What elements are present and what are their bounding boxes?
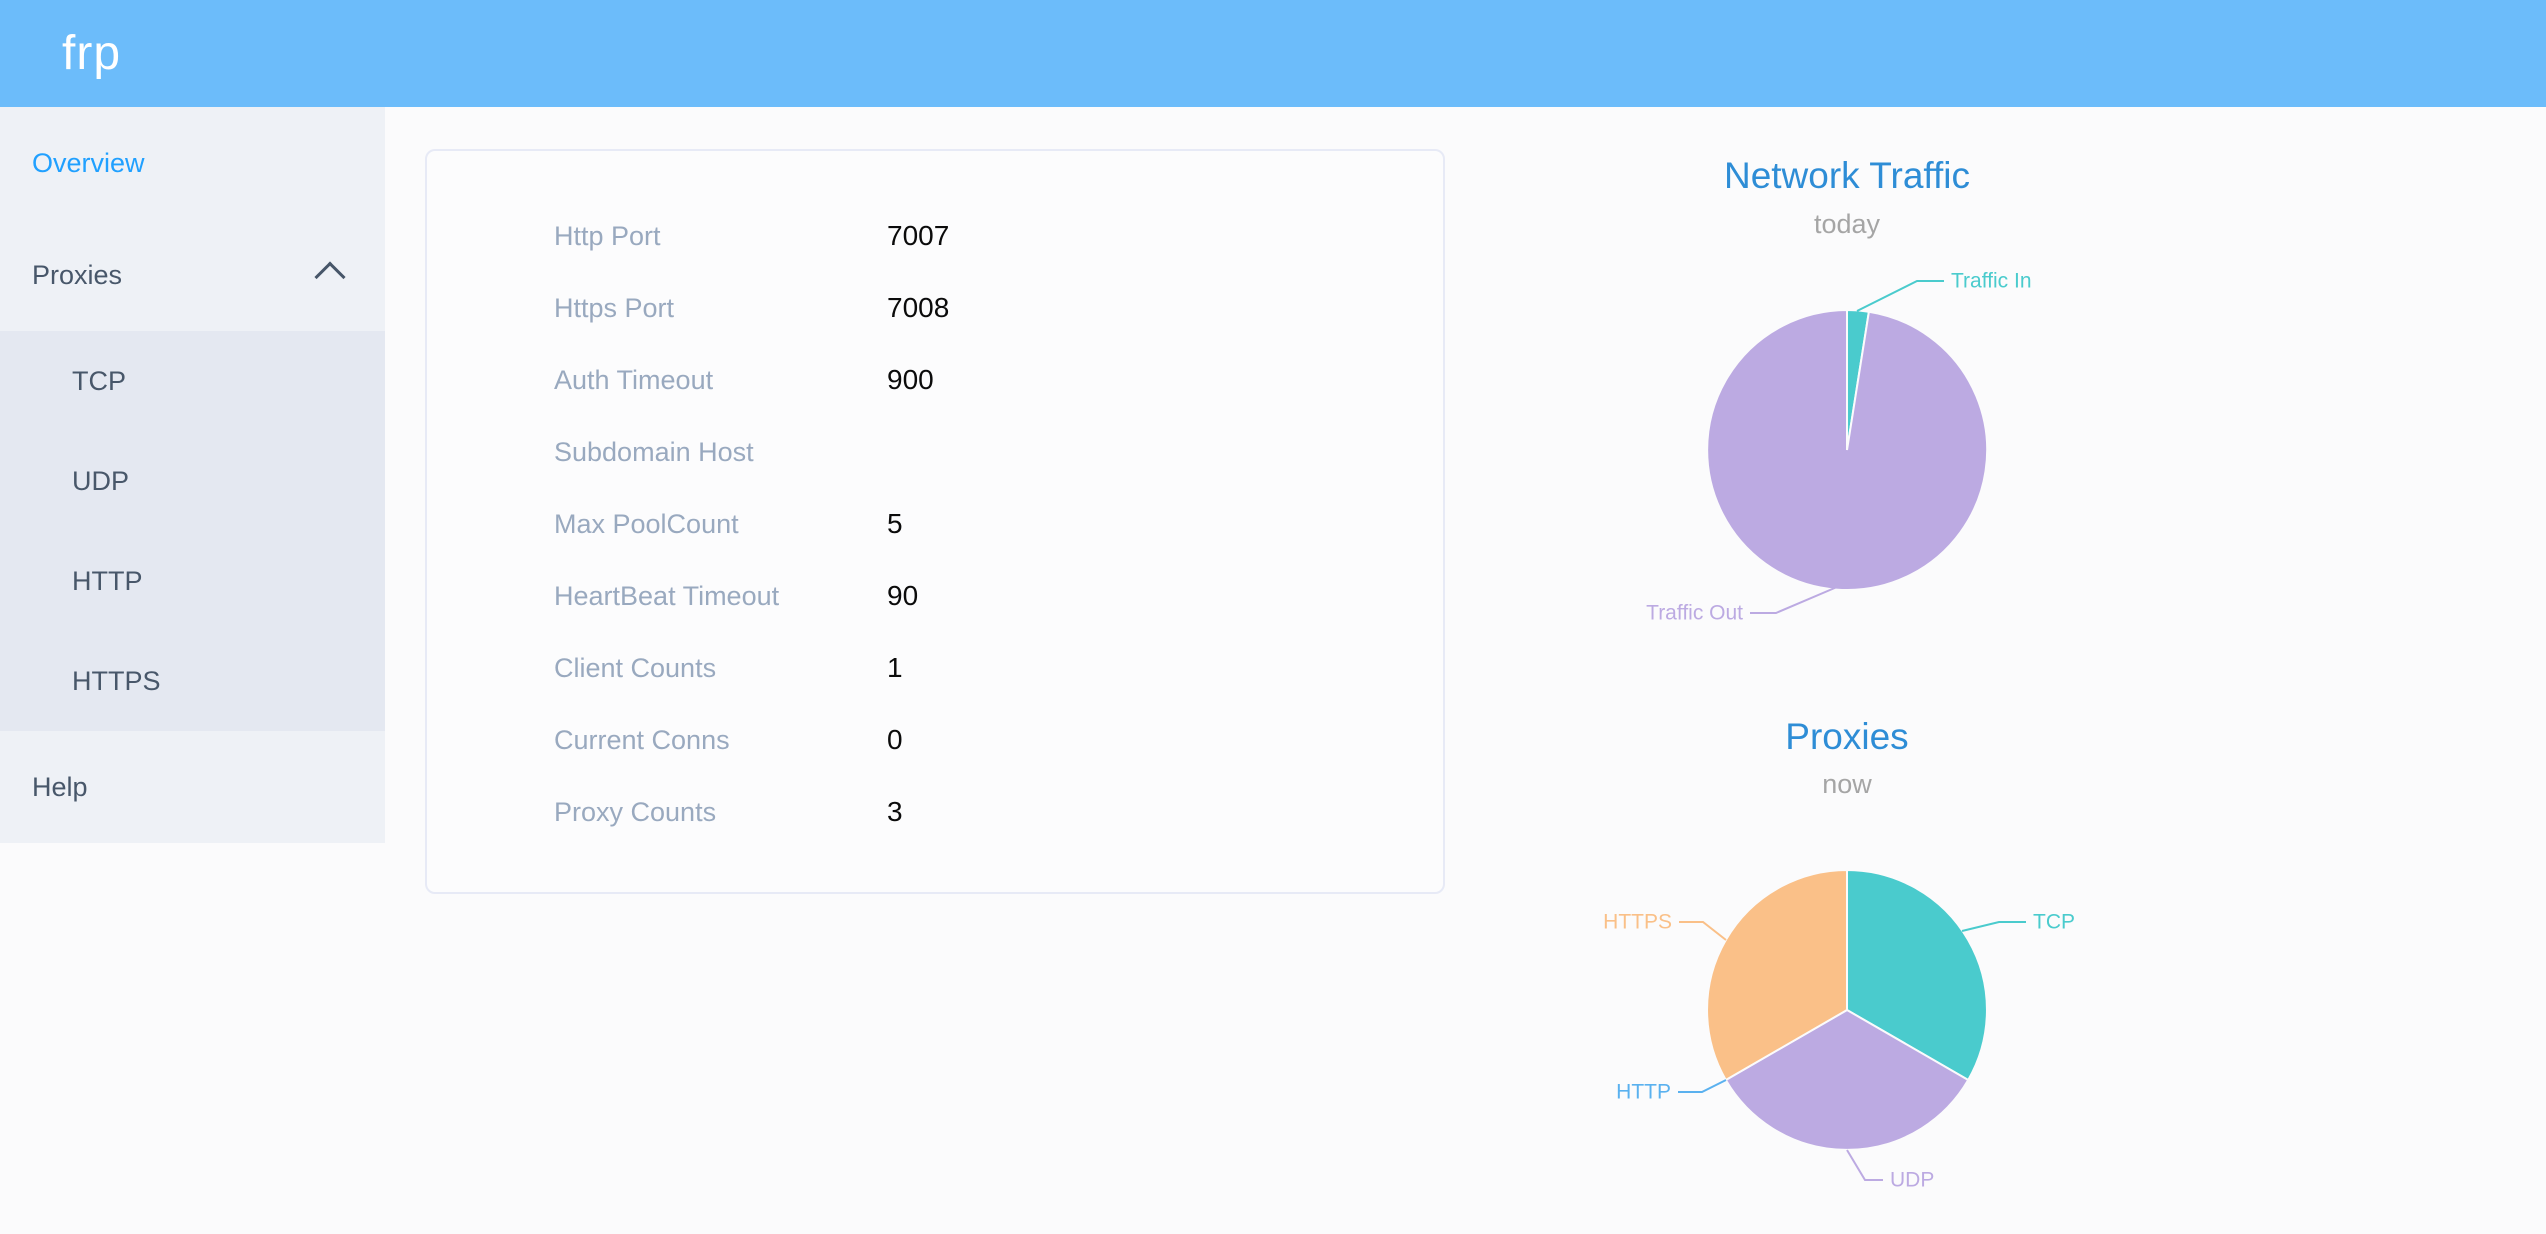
config-value: 7008 xyxy=(887,292,950,323)
config-label: Https Port xyxy=(554,292,675,323)
chart-subtitle-now: now xyxy=(1822,769,1872,799)
server-config-card: Http Port 7007 Https Port 7008 Auth Time… xyxy=(425,149,1445,894)
label-leader-udp xyxy=(1846,1149,1883,1181)
config-row-subdomain-host: Subdomain Host xyxy=(554,416,1443,488)
config-row-heartbeat-timeout: HeartBeat Timeout 90 xyxy=(554,560,1443,632)
config-row-current-conns: Current Conns 0 xyxy=(554,704,1443,776)
config-value: 5 xyxy=(887,508,903,539)
config-label: HeartBeat Timeout xyxy=(554,580,780,611)
app-header: frp xyxy=(0,0,2546,107)
pie-label-tcp: TCP xyxy=(2033,911,2075,934)
config-label: Auth Timeout xyxy=(554,364,714,395)
sidebar-submenu: TCP UDP HTTP HTTPS xyxy=(0,331,385,731)
sidebar: Overview Proxies TCP UDP HTTP HTTPS Help xyxy=(0,107,385,843)
config-row-http-port: Http Port 7007 xyxy=(554,200,1443,272)
pie-slice-tcp[interactable] xyxy=(1846,868,1988,1082)
app-logo: frp xyxy=(62,27,122,80)
chart-title-network-traffic: Network Traffic xyxy=(1723,155,1971,196)
config-value: 3 xyxy=(887,796,903,827)
pie-label-https: HTTPS xyxy=(1603,911,1672,934)
config-value: 0 xyxy=(887,724,903,755)
config-label: Max PoolCount xyxy=(554,508,739,539)
pie-label-udp: UDP xyxy=(1890,1169,1934,1192)
config-value: 900 xyxy=(887,364,934,395)
config-row-auth-timeout: Auth Timeout 900 xyxy=(554,344,1443,416)
sidebar-item-proxies-label: Proxies xyxy=(32,260,123,290)
sidebar-item-overview[interactable]: Overview xyxy=(32,148,145,178)
pie-label-traffic-in: Traffic In xyxy=(1951,270,2032,293)
label-leader-tcp xyxy=(1961,921,2026,932)
sidebar-item-tcp[interactable]: TCP xyxy=(72,366,126,396)
sidebar-item-http[interactable]: HTTP xyxy=(72,566,143,596)
pie-slice-udp[interactable] xyxy=(1724,1008,1970,1151)
config-label: Http Port xyxy=(554,220,661,251)
chart-subtitle-today: today xyxy=(1813,209,1881,239)
sidebar-item-https[interactable]: HTTPS xyxy=(72,666,161,696)
sidebar-item-help[interactable]: Help xyxy=(32,772,88,802)
pie-label-traffic-out: Traffic Out xyxy=(1646,602,1743,625)
label-leader-https xyxy=(1679,921,1727,941)
label-leader-http xyxy=(1678,1079,1727,1093)
config-label: Client Counts xyxy=(554,652,717,683)
config-value: 7007 xyxy=(887,220,950,251)
sidebar-item-udp[interactable]: UDP xyxy=(72,466,130,496)
chart-title-proxies: Proxies xyxy=(1785,716,1909,757)
config-label: Proxy Counts xyxy=(554,796,717,827)
config-label: Subdomain Host xyxy=(554,436,754,467)
config-row-client-counts: Client Counts 1 xyxy=(554,632,1443,704)
config-row-https-port: Https Port 7008 xyxy=(554,272,1443,344)
config-value: 1 xyxy=(887,652,903,683)
config-value: 90 xyxy=(887,580,919,611)
sidebar-item-proxies[interactable]: Proxies xyxy=(0,219,385,331)
label-leader-traffic-out xyxy=(1750,586,1838,614)
config-row-max-poolcount: Max PoolCount 5 xyxy=(554,488,1443,560)
pie-slice-traffic-out[interactable] xyxy=(1706,308,1989,591)
config-label: Current Conns xyxy=(554,724,730,755)
label-leader-traffic-in xyxy=(1856,280,1944,312)
config-row-proxy-counts: Proxy Counts 3 xyxy=(554,776,1443,848)
pie-label-http: HTTP xyxy=(1616,1081,1671,1104)
